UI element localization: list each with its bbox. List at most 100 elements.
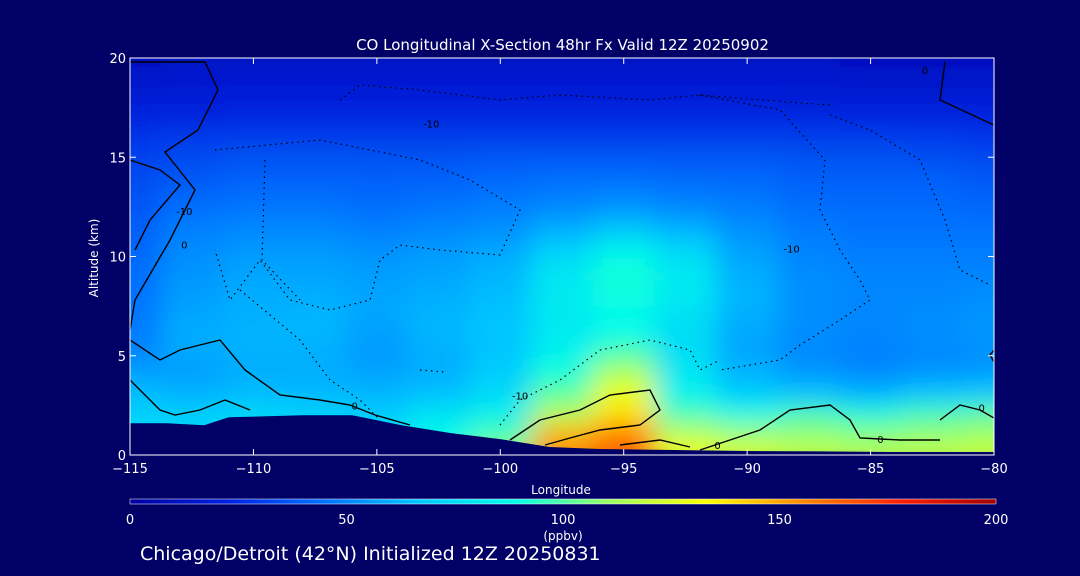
field-cell	[901, 365, 964, 387]
field-cell	[592, 127, 656, 148]
field-cells	[130, 58, 994, 455]
field-cell	[592, 147, 656, 168]
field-cell	[407, 206, 470, 228]
contour-line	[619, 439, 691, 448]
field-cell	[284, 365, 347, 387]
field-cell	[839, 226, 902, 248]
field-cell	[963, 345, 994, 367]
field-cell	[839, 286, 902, 307]
field-cell	[778, 405, 841, 426]
field-cell	[222, 286, 285, 307]
field-cell	[901, 58, 964, 69]
field-cell	[716, 67, 779, 89]
field-cell	[160, 127, 224, 148]
field-cell	[346, 167, 409, 188]
field-cell	[346, 107, 409, 128]
field-cell	[346, 206, 409, 228]
field-cell	[654, 147, 717, 168]
field-cell	[531, 187, 594, 208]
field-cell	[963, 286, 994, 307]
field-cell	[346, 325, 409, 347]
field-cell	[407, 325, 470, 347]
field-cell	[901, 385, 964, 406]
field-cell	[222, 167, 285, 188]
field-cell	[778, 58, 841, 69]
field-cell	[407, 385, 470, 406]
field-cell	[407, 147, 470, 168]
field-cell	[901, 107, 964, 128]
field-cell	[654, 58, 717, 69]
colorbar-tick-label: 50	[338, 513, 355, 528]
field-cell	[963, 365, 994, 387]
field-cell	[839, 67, 902, 89]
field-cell	[346, 286, 409, 307]
field-cell	[963, 206, 994, 228]
field-cell	[469, 226, 532, 248]
field-cell	[346, 246, 409, 267]
field-cell	[839, 385, 902, 406]
terrain-mask	[130, 415, 994, 455]
field-cell	[778, 206, 841, 228]
field-cell	[284, 147, 347, 168]
field-cell	[407, 187, 470, 208]
field-cell	[716, 87, 779, 109]
x-axis-label: Longitude	[531, 483, 591, 497]
field-cell	[592, 187, 656, 208]
field-cell	[222, 127, 285, 148]
field-cell	[284, 58, 347, 69]
contour-line	[939, 404, 994, 421]
field-cell	[284, 306, 347, 327]
contour-line	[339, 84, 831, 106]
field-cell	[222, 325, 285, 347]
field-cell	[654, 246, 717, 267]
field-cell	[160, 67, 224, 89]
field-cell	[284, 345, 347, 367]
field-cell	[284, 107, 347, 128]
field-cell	[778, 266, 841, 287]
field-cell	[469, 306, 532, 327]
field-cell	[469, 147, 532, 168]
field-cell	[222, 246, 285, 267]
field-cell	[901, 425, 964, 446]
field-cell	[130, 107, 162, 128]
field-cell	[716, 325, 779, 347]
field-cell	[160, 58, 224, 69]
field-cell	[963, 445, 994, 455]
contour-line	[130, 61, 219, 331]
field-cell	[778, 167, 841, 188]
y-tick-label: 20	[109, 52, 126, 67]
field-cell	[469, 206, 532, 228]
field-cell	[469, 167, 532, 188]
field-cell	[592, 425, 656, 446]
field-cell	[963, 67, 994, 89]
field-cell	[654, 127, 717, 148]
field-cell	[407, 306, 470, 327]
field-cell	[901, 345, 964, 367]
field-cell	[160, 87, 224, 109]
y-tick-label: 10	[109, 251, 126, 266]
field-cell	[284, 206, 347, 228]
field-cell	[778, 445, 841, 455]
field-cell	[284, 286, 347, 307]
field-cell	[716, 127, 779, 148]
field-cell	[407, 127, 470, 148]
field-cell	[901, 187, 964, 208]
field-cell	[531, 58, 594, 69]
contour-line	[989, 349, 994, 363]
field-cell	[407, 58, 470, 69]
field-cell	[963, 246, 994, 267]
y-tick-label: 0	[118, 449, 126, 464]
chart-title: CO Longitudinal X-Section 48hr Fx Valid …	[356, 36, 769, 54]
field-cell	[716, 107, 779, 128]
x-tick-label: −85	[857, 462, 884, 477]
y-axis-label: Altitude (km)	[87, 219, 101, 298]
field-cell	[407, 345, 470, 367]
field-cell	[531, 226, 594, 248]
x-tick-label: −90	[733, 462, 760, 477]
field-cell	[531, 306, 594, 327]
field-cell	[346, 187, 409, 208]
field-cell	[654, 445, 717, 455]
field-cell	[839, 127, 902, 148]
field-cell	[222, 107, 285, 128]
field-cell	[963, 107, 994, 128]
